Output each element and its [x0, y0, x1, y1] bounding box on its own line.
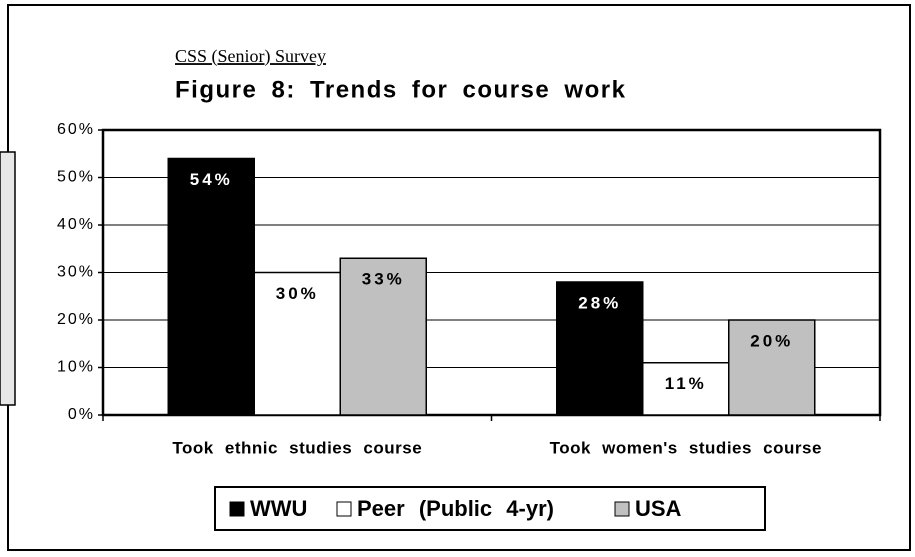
legend-label: WWU: [250, 496, 307, 521]
legend-label: USA: [635, 496, 682, 521]
y-tick-label: 0%: [68, 406, 95, 423]
chart-frame: [7, 4, 911, 551]
y-tick-label: 60%: [57, 121, 95, 138]
value-label: 11%: [665, 374, 707, 393]
y-tick-label: 30%: [57, 264, 95, 281]
chart-title: Figure 8: Trends for course work: [175, 76, 626, 103]
bar: [642, 362, 730, 416]
legend: [214, 486, 766, 531]
bar: [167, 157, 255, 416]
bar: [339, 257, 427, 416]
legend-swatch: [229, 501, 245, 517]
value-label: 28%: [578, 293, 621, 312]
y-tick-label: 20%: [57, 311, 95, 328]
bar: [556, 281, 644, 416]
value-label: 54%: [190, 170, 233, 189]
legend-swatch: [336, 501, 352, 517]
value-label: 30%: [276, 284, 319, 303]
x-tick-label: Took women's studies course: [550, 438, 822, 457]
x-tick-label: Took ethnic studies course: [172, 438, 422, 457]
legend-label: Peer (Public 4-yr): [357, 496, 554, 521]
side-panel: [0, 151, 16, 406]
chart-subtitle: CSS (Senior) Survey: [175, 46, 326, 67]
legend-swatch: [614, 501, 630, 517]
value-label: 20%: [750, 331, 793, 350]
value-label: 33%: [362, 270, 405, 289]
y-tick-label: 10%: [57, 359, 95, 376]
y-tick-label: 40%: [57, 216, 95, 233]
bar: [728, 319, 816, 416]
y-tick-label: 50%: [57, 169, 95, 186]
